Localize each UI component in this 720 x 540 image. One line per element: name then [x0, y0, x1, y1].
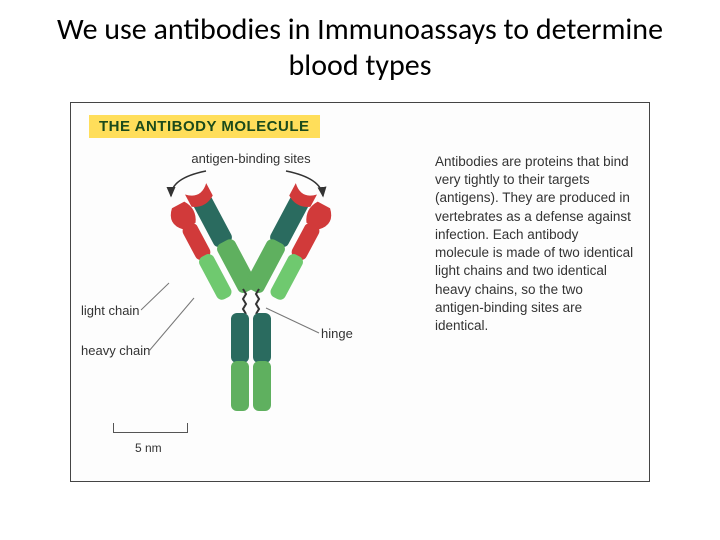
figure-frame: THE ANTIBODY MOLECULE antigen-binding si… — [70, 102, 650, 482]
slide-title: We use antibodies in Immunoassays to det… — [0, 0, 720, 102]
antibody-diagram — [131, 163, 371, 423]
scale-bar — [113, 423, 188, 433]
figure-description: Antibodies are proteins that bind very t… — [435, 153, 635, 335]
molecule-header: THE ANTIBODY MOLECULE — [89, 115, 320, 138]
label-scale-value: 5 nm — [135, 441, 162, 455]
diagram-area: antigen-binding sites light chain heavy … — [71, 143, 421, 473]
